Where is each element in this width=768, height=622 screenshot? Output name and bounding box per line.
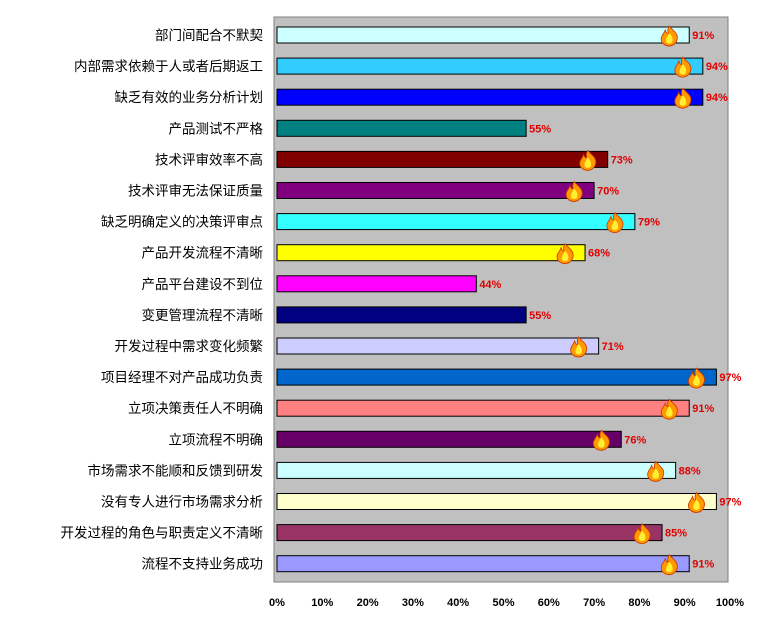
flame-icon	[674, 56, 692, 78]
x-tick-label: 0%	[269, 597, 285, 609]
flame-icon	[592, 429, 610, 451]
flame-icon	[565, 180, 583, 202]
bar	[276, 88, 704, 106]
category-label: 产品平台建设不到位	[142, 277, 264, 293]
x-tick-label: 70%	[583, 597, 605, 609]
x-tick-label: 30%	[402, 597, 424, 609]
value-label: 91%	[692, 559, 714, 571]
category-label: 市场需求不能顺和反馈到研发	[88, 462, 264, 479]
value-label: 71%	[602, 341, 624, 353]
category-label: 开发过程中需求变化频繁	[115, 339, 264, 355]
flame-icon	[647, 460, 665, 482]
category-label: 部门间配合不默契	[155, 28, 263, 44]
bar	[276, 368, 717, 386]
x-tick-label: 80%	[628, 597, 650, 609]
category-label: 开发过程的角色与职责定义不清晰	[61, 525, 264, 542]
value-label: 73%	[611, 154, 633, 166]
bar	[276, 57, 704, 75]
category-label: 变更管理流程不清晰	[142, 308, 264, 324]
bar	[276, 244, 586, 262]
bar	[276, 150, 609, 168]
plot-area	[273, 16, 729, 583]
bar	[276, 182, 595, 199]
category-label: 缺乏有效的业务分析计划	[115, 90, 264, 106]
bar	[276, 399, 690, 417]
category-label: 立项流程不明确	[169, 432, 264, 448]
category-label: 项目经理不对产品成功负责	[101, 370, 263, 386]
value-label: 97%	[719, 497, 741, 509]
bar	[276, 213, 636, 231]
flame-icon	[633, 522, 651, 544]
value-label: 70%	[597, 186, 619, 198]
x-tick-label: 10%	[311, 597, 333, 609]
category-label: 缺乏明确定义的决策评审点	[101, 214, 263, 231]
value-label: 76%	[624, 434, 646, 446]
bar	[276, 461, 677, 479]
value-label: 91%	[692, 403, 714, 415]
bar	[276, 119, 527, 137]
value-label: 88%	[679, 465, 701, 477]
value-label: 55%	[529, 123, 551, 135]
value-label: 94%	[706, 92, 728, 104]
bar	[276, 275, 477, 293]
x-tick-label: 60%	[538, 597, 560, 609]
value-label: 79%	[638, 217, 660, 229]
bar	[276, 555, 690, 573]
category-label: 流程不支持业务成功	[142, 557, 264, 573]
flame-icon	[688, 491, 705, 513]
value-label: 55%	[529, 310, 551, 322]
category-label: 产品开发流程不清晰	[142, 246, 264, 262]
category-label: 内部需求依赖于人或者后期返工	[74, 59, 263, 75]
category-label: 立项决策责任人不明确	[128, 400, 263, 417]
flame-icon	[579, 149, 597, 171]
flame-icon	[606, 211, 624, 234]
x-tick-label: 20%	[357, 597, 379, 609]
value-label: 91%	[692, 30, 714, 42]
bar	[276, 337, 600, 355]
category-label: 技术评审效率不高	[155, 151, 263, 168]
category-label: 技术评审无法保证质量	[128, 184, 263, 200]
x-tick-label: 40%	[447, 597, 469, 609]
flame-icon	[688, 367, 705, 389]
flame-icon	[556, 242, 574, 265]
bar	[276, 493, 717, 510]
value-label: 97%	[719, 372, 741, 384]
value-label: 68%	[588, 248, 610, 260]
flame-icon	[570, 336, 588, 358]
flame-icon	[674, 87, 692, 109]
flame-icon	[660, 553, 678, 576]
x-tick-label: 50%	[492, 597, 514, 609]
bar	[276, 306, 527, 324]
value-label: 85%	[665, 528, 687, 540]
category-label: 没有专人进行市场需求分析	[101, 494, 263, 511]
value-label: 44%	[479, 279, 501, 291]
bar	[276, 26, 690, 44]
bar	[276, 524, 663, 542]
bar	[276, 430, 622, 448]
x-tick-label: 100%	[716, 597, 744, 609]
flame-icon	[660, 25, 678, 47]
category-label: 产品测试不严格	[169, 121, 264, 137]
value-label: 94%	[706, 61, 728, 73]
flame-icon	[660, 398, 678, 420]
x-tick-label: 90%	[674, 597, 696, 609]
